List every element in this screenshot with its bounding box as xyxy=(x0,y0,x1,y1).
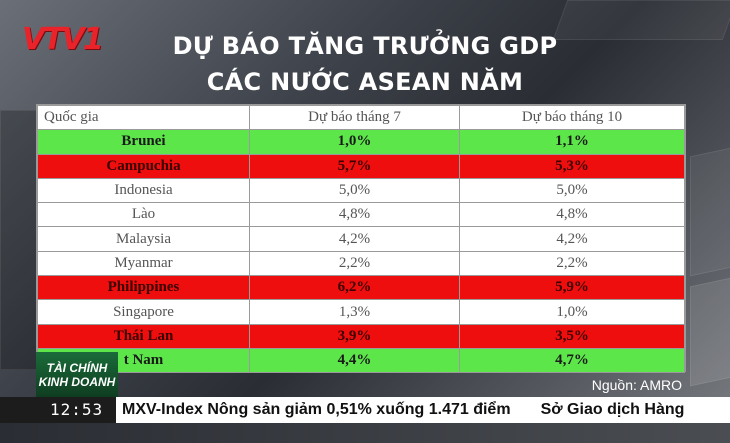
ticker-item-2: Sở Giao dịch Hàng xyxy=(540,401,685,418)
table-row: Brunei 1,0% 1,1% xyxy=(37,129,685,155)
page-title: DỰ BÁO TĂNG TRƯỞNG GDP CÁC NƯỚC ASEAN NĂ… xyxy=(170,28,560,132)
background-panel xyxy=(0,110,38,370)
news-ticker: 12:53 MXV-Index Nông sản giảm 0,51% xuốn… xyxy=(0,397,730,423)
cell-october: 4,7% xyxy=(459,347,685,374)
show-logo-line-1: TÀI CHÍNH xyxy=(46,361,108,375)
cell-july: 1,0% xyxy=(248,129,461,155)
cell-country: Campuchia xyxy=(37,153,250,179)
header-country: Quốc gia xyxy=(37,104,250,131)
cell-july: 5,7% xyxy=(248,153,461,179)
table-header-row: Quốc gia Dự báo tháng 7 Dự báo tháng 10 xyxy=(37,104,685,131)
cell-july: 1,3% xyxy=(248,299,461,325)
cell-country: Brunei xyxy=(37,129,250,155)
cell-july: 4,2% xyxy=(248,226,461,252)
table-row: Philippines 6,2% 5,9% xyxy=(37,275,685,301)
background-panel xyxy=(690,143,730,277)
cell-july: 3,9% xyxy=(248,323,461,349)
show-logo: TÀI CHÍNH KINH DOANH xyxy=(36,352,118,398)
cell-country: Malaysia xyxy=(37,226,250,252)
cell-july: 4,8% xyxy=(248,202,461,228)
header-july-forecast: Dự báo tháng 7 xyxy=(248,104,461,131)
table-row: Lào 4,8% 4,8% xyxy=(37,202,685,228)
table-row: Malaysia 4,2% 4,2% xyxy=(37,226,685,252)
ticker-item-1: MXV-Index Nông sản giảm 0,51% xuống 1.47… xyxy=(122,401,511,418)
cell-country: Myanmar xyxy=(37,250,250,277)
cell-october: 4,2% xyxy=(459,226,685,252)
background-panel xyxy=(552,0,730,40)
ticker-text: MXV-Index Nông sản giảm 0,51% xuống 1.47… xyxy=(116,397,730,423)
bottom-bar xyxy=(0,423,730,443)
cell-october: 5,0% xyxy=(459,177,685,204)
show-logo-line-2: KINH DOANH xyxy=(38,375,116,389)
cell-country: Lào xyxy=(37,202,250,228)
cell-country: Singapore xyxy=(37,299,250,325)
table-row: Singapore 1,3% 1,0% xyxy=(37,299,685,325)
table-row: Campuchia 5,7% 5,3% xyxy=(37,153,685,179)
cell-country: Philippines xyxy=(37,275,250,301)
channel-logo: VTV1 xyxy=(22,22,104,57)
cell-july: 2,2% xyxy=(248,250,461,277)
table-row: Myanmar 2,2% 2,2% xyxy=(37,250,685,277)
title-line-1: DỰ BÁO TĂNG TRƯỞNG GDP xyxy=(172,32,558,60)
cell-july: 6,2% xyxy=(248,275,461,301)
cell-october: 5,9% xyxy=(459,275,685,301)
cell-october: 5,3% xyxy=(459,153,685,179)
source-label: Nguồn: AMRO xyxy=(591,377,682,393)
table-row: Thái Lan 3,9% 3,5% xyxy=(37,323,685,349)
cell-october: 1,1% xyxy=(459,129,685,155)
cell-october: 4,8% xyxy=(459,202,685,228)
ticker-clock: 12:53 xyxy=(0,397,116,423)
cell-country: Thái Lan xyxy=(37,323,250,349)
table-row: Indonesia 5,0% 5,0% xyxy=(37,177,685,204)
cell-october: 1,0% xyxy=(459,299,685,325)
cell-october: 2,2% xyxy=(459,250,685,277)
header-october-forecast: Dự báo tháng 10 xyxy=(459,104,685,131)
table-row: t Nam 4,4% 4,7% xyxy=(37,347,685,374)
gdp-forecast-table: Quốc gia Dự báo tháng 7 Dự báo tháng 10 … xyxy=(36,104,686,374)
background-panel xyxy=(690,273,730,387)
cell-july: 4,4% xyxy=(248,347,461,374)
cell-july: 5,0% xyxy=(248,177,461,204)
cell-october: 3,5% xyxy=(459,323,685,349)
cell-country: Indonesia xyxy=(37,177,250,204)
